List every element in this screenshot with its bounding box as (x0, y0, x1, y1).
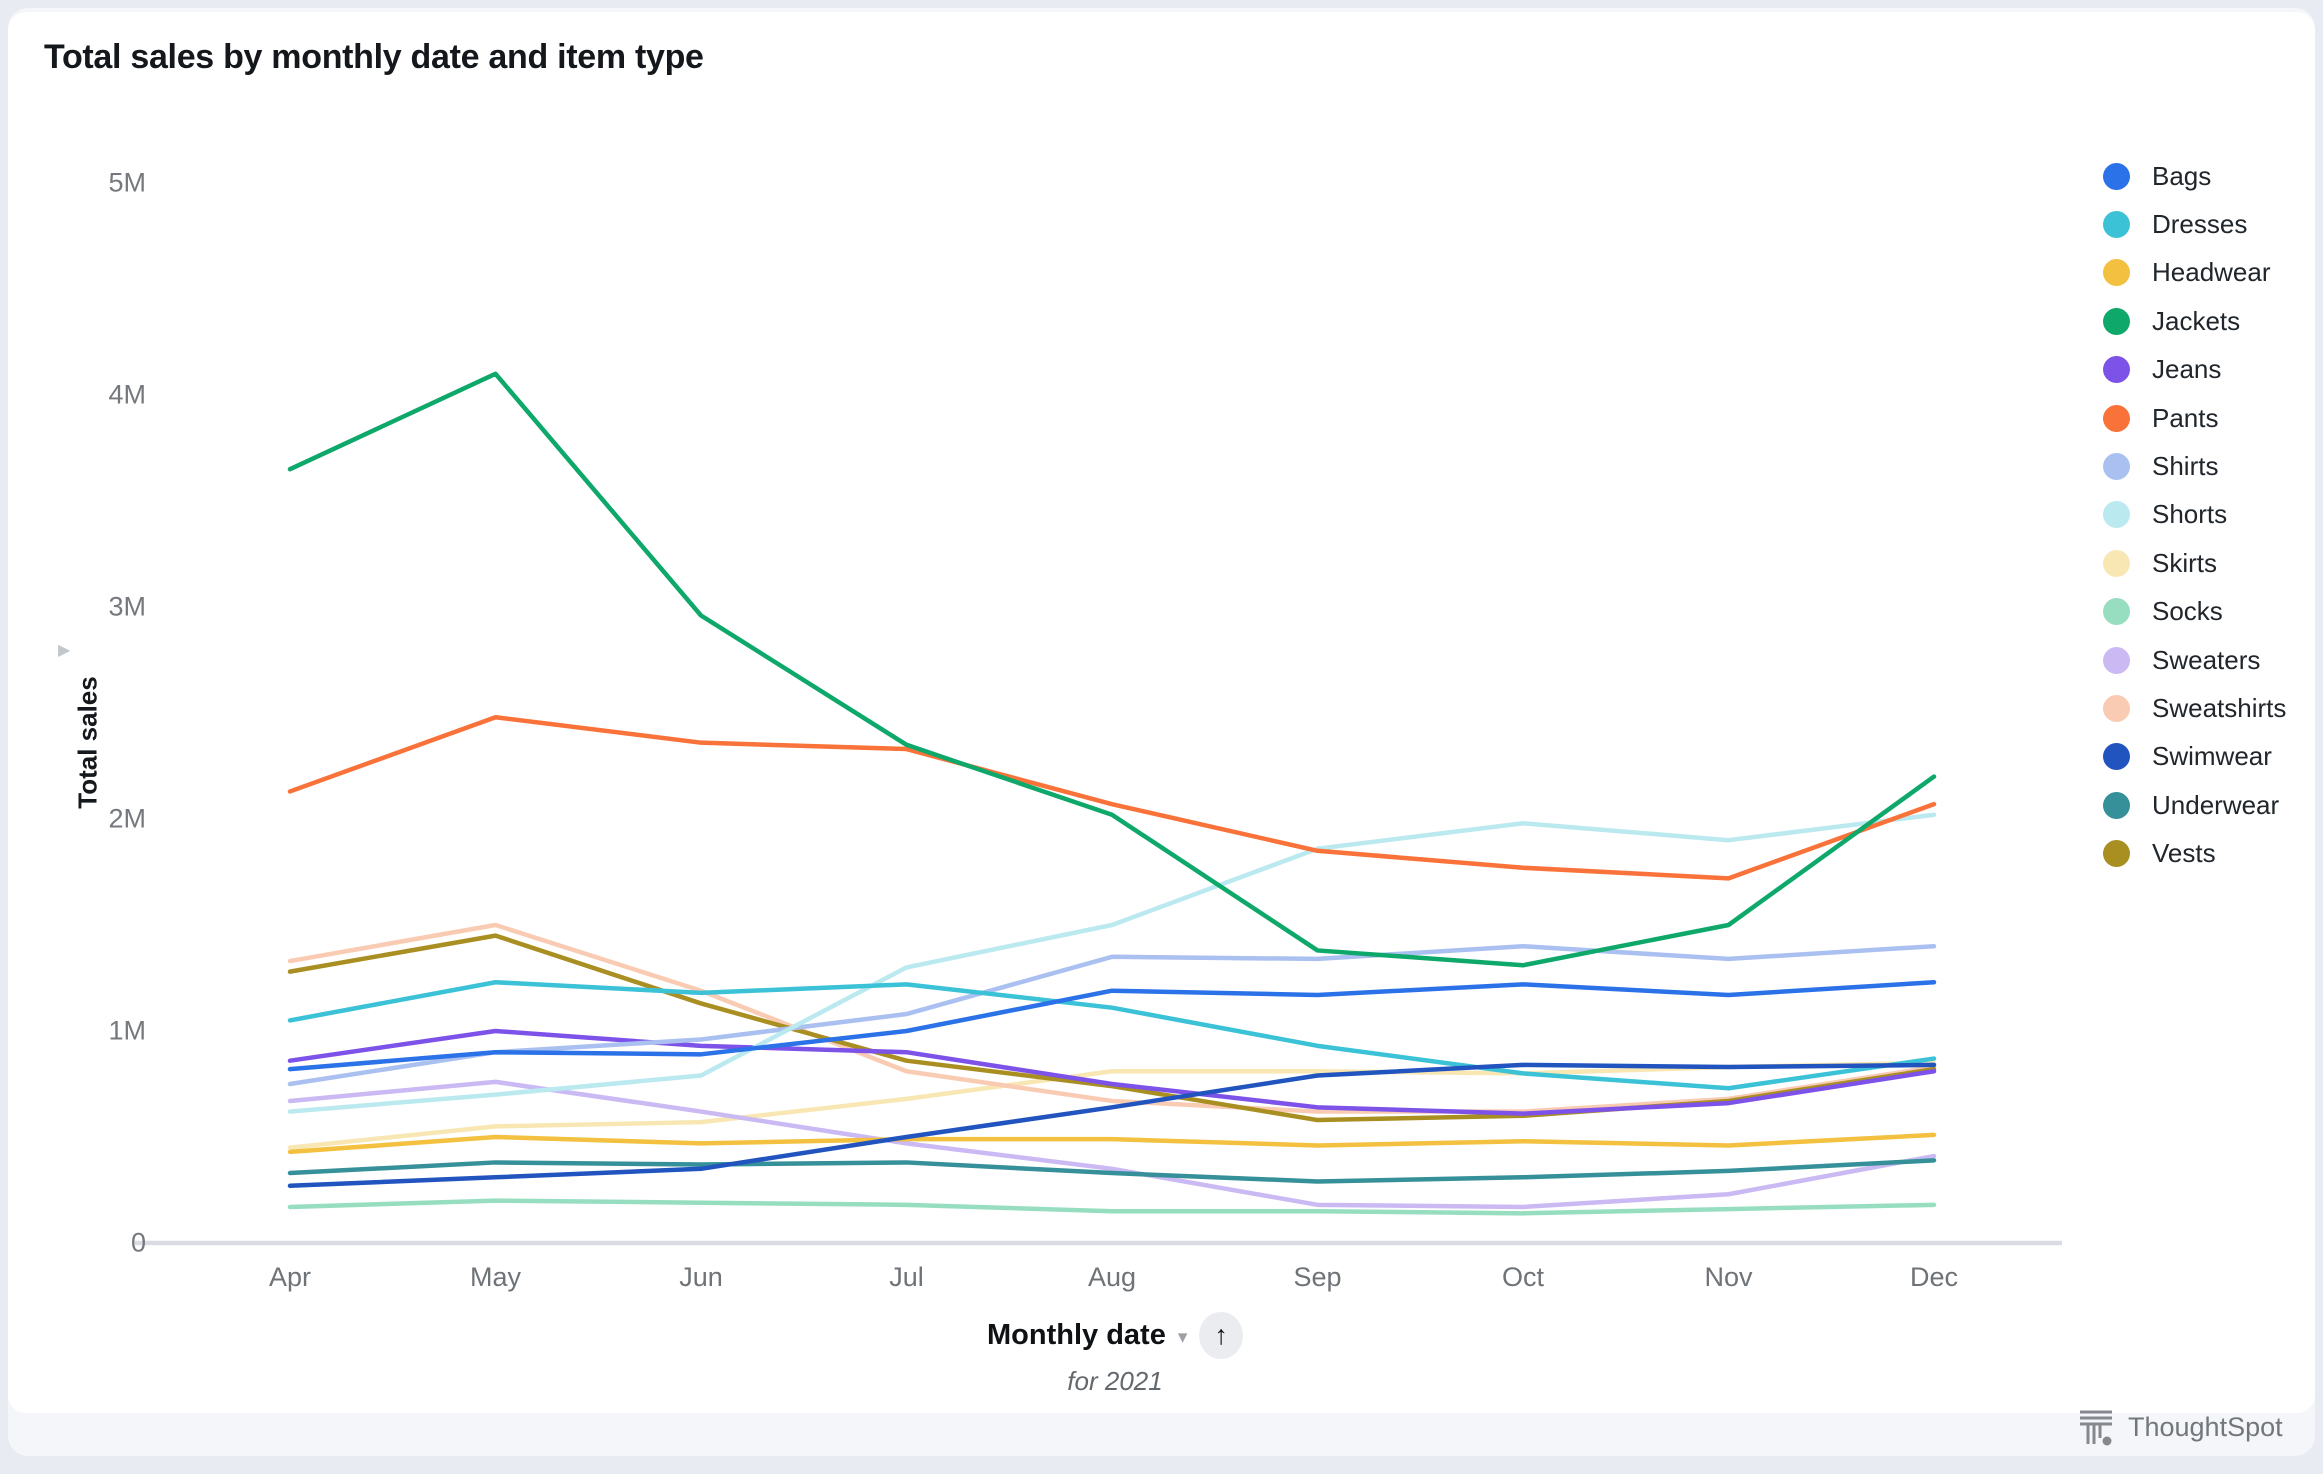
x-tick-label: Dec (1909, 1262, 1958, 1292)
legend-label: Underwear (2152, 789, 2280, 820)
line-series-shirts[interactable] (287, 943, 1937, 1087)
legend-item-bags[interactable]: Bags (2103, 152, 2286, 200)
legend-dot-icon (2103, 404, 2130, 432)
legend-item-underwear[interactable]: Underwear (2103, 781, 2286, 829)
y-tick-label: 5M (108, 167, 146, 198)
line-series-dresses[interactable] (287, 979, 1937, 1091)
line-series-skirts[interactable] (287, 1060, 1937, 1150)
legend-label: Headwear (2152, 257, 2271, 288)
legend-dot-icon (2103, 549, 2130, 577)
thoughtspot-logo-icon (2080, 1410, 2112, 1446)
x-tick-label: Sep (1293, 1262, 1342, 1292)
arrow-up-icon: ↑ (1214, 1320, 1228, 1350)
legend-label: Jackets (2152, 305, 2241, 336)
line-series-underwear[interactable] (287, 1158, 1937, 1184)
legend-item-jackets[interactable]: Jackets (2103, 297, 2286, 345)
legend-item-shirts[interactable]: Shirts (2103, 442, 2286, 490)
legend-dot-icon (2103, 259, 2130, 287)
chevron-down-icon[interactable]: ▾ (1177, 1327, 1188, 1348)
x-tick-label: May (469, 1262, 521, 1292)
legend-label: Swimwear (2152, 741, 2272, 772)
legend-label: Sweatshirts (2152, 692, 2287, 723)
legend-dot-icon (2103, 307, 2130, 335)
legend: Bags Dresses Headwear Jackets Jeans Pants Shir… (2103, 152, 2286, 878)
legend-dot-icon (2103, 840, 2130, 868)
x-tick-label: Jul (889, 1262, 924, 1292)
x-tick-label: Aug (1087, 1262, 1137, 1292)
x-tick-label: Nov (1704, 1262, 1753, 1292)
y-axis-title: Total sales (72, 676, 103, 809)
legend-label: Sweaters (2152, 644, 2261, 675)
legend-item-headwear[interactable]: Headwear (2103, 249, 2286, 297)
x-tick-label: Jun (679, 1262, 723, 1292)
brand-name: ThoughtSpot (2128, 1411, 2283, 1442)
line-series-sweatshirts[interactable] (287, 922, 1937, 1114)
legend-item-sweatshirts[interactable]: Sweatshirts (2103, 684, 2286, 732)
y-axis-expand-icon: ▶ (58, 642, 71, 659)
legend-item-sweaters[interactable]: Sweaters (2103, 636, 2286, 684)
brand-footer: ThoughtSpot (2078, 1408, 2283, 1446)
legend-dot-icon (2103, 162, 2130, 190)
y-tick-label: 3M (108, 591, 146, 622)
legend-label: Dresses (2152, 209, 2248, 240)
legend-label: Jeans (2152, 354, 2222, 385)
answer-panel (8, 8, 2315, 1456)
y-tick-label: 1M (108, 1015, 146, 1046)
legend-label: Socks (2152, 596, 2223, 627)
legend-dot-icon (2103, 694, 2130, 722)
y-tick-label: 0 (130, 1227, 146, 1258)
legend-item-dresses[interactable]: Dresses (2103, 200, 2286, 248)
line-series-sweaters[interactable] (287, 1079, 1937, 1210)
line-series-pants[interactable] (287, 714, 1937, 881)
legend-item-vests[interactable]: Vests (2103, 829, 2286, 877)
line-series-swimwear[interactable] (287, 1062, 1937, 1189)
x-axis-filter-caption: for 2021 (1067, 1366, 1163, 1396)
legend-item-skirts[interactable]: Skirts (2103, 539, 2286, 587)
legend-label: Shorts (2152, 499, 2228, 530)
legend-item-pants[interactable]: Pants (2103, 394, 2286, 442)
legend-label: Shirts (2152, 451, 2219, 482)
legend-item-socks[interactable]: Socks (2103, 588, 2286, 636)
legend-label: Skirts (2152, 547, 2217, 578)
legend-dot-icon (2103, 453, 2130, 481)
legend-label: Bags (2152, 160, 2212, 191)
line-series-shorts[interactable] (287, 812, 1937, 1114)
x-tick-label: Apr (268, 1262, 312, 1292)
legend-label: Pants (2152, 402, 2219, 433)
y-tick-label: 4M (108, 379, 146, 410)
x-tick-label: Oct (1501, 1262, 1544, 1292)
y-tick-label: 2M (108, 803, 146, 834)
line-series-jeans[interactable] (287, 1028, 1937, 1116)
legend-dot-icon (2103, 211, 2130, 239)
legend-dot-icon (2103, 501, 2130, 529)
legend-item-jeans[interactable]: Jeans (2103, 346, 2286, 394)
legend-dot-icon (2103, 356, 2130, 384)
legend-dot-icon (2103, 791, 2130, 819)
line-series-bags[interactable] (287, 979, 1937, 1072)
sort-ascending-button[interactable]: ↑ (1199, 1312, 1243, 1359)
line-series-jackets[interactable] (287, 371, 1937, 968)
line-series-headwear[interactable] (287, 1132, 1937, 1155)
legend-item-swimwear[interactable]: Swimwear (2103, 733, 2286, 781)
legend-dot-icon (2103, 743, 2130, 771)
chart-title: Total sales by monthly date and item typ… (44, 38, 704, 76)
legend-label: Vests (2152, 838, 2216, 869)
x-axis-column-dropdown[interactable]: Monthly date (987, 1319, 1166, 1351)
legend-dot-icon (2103, 646, 2130, 674)
line-series-socks[interactable] (287, 1198, 1937, 1216)
legend-dot-icon (2103, 598, 2130, 626)
legend-item-shorts[interactable]: Shorts (2103, 491, 2286, 539)
